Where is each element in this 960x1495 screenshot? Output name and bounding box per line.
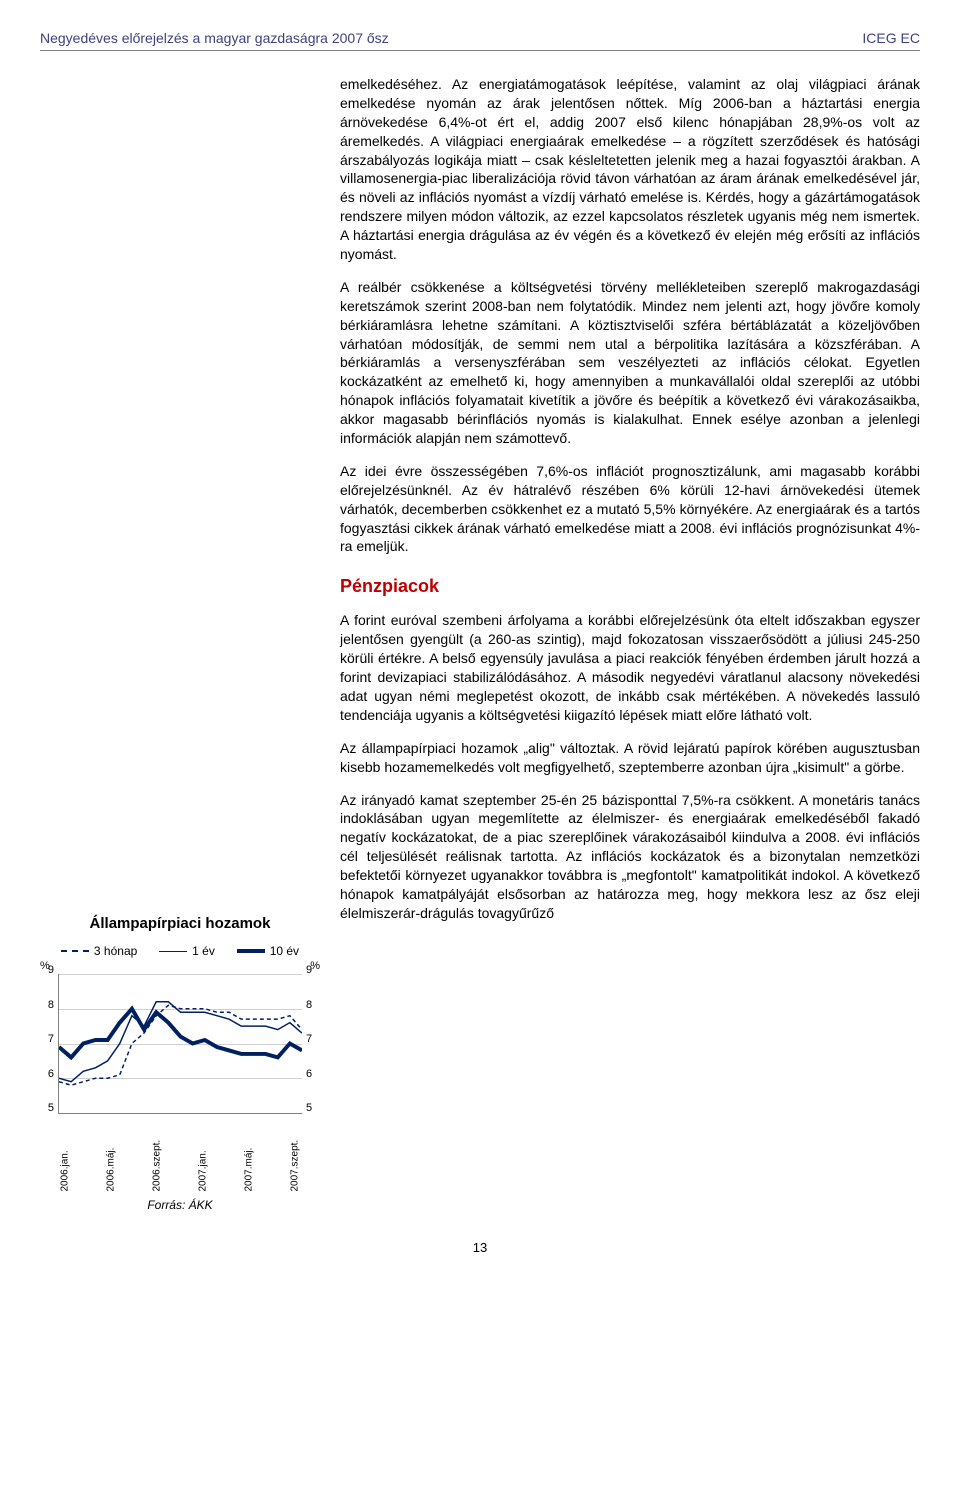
xtick: 2007.szept.: [290, 1178, 301, 1192]
xtick: 2007.jan.: [198, 1178, 209, 1192]
chart-area: % % 9 8 7 6 5 9 8 7 6 5: [40, 964, 320, 1134]
yield-chart: Állampapírpiaci hozamok 3 hónap 1 év 10 …: [40, 915, 320, 1212]
y-axis-left: 9 8 7 6 5: [40, 964, 54, 1114]
page-header: Negyedéves előrejelzés a magyar gazdaság…: [40, 30, 920, 51]
legend-label-1: 3 hónap: [94, 944, 137, 958]
main-column: emelkedéséhez. Az energiatámogatások leé…: [340, 75, 920, 1212]
xtick: 2006.máj.: [106, 1178, 117, 1192]
paragraph: Az állampapírpiaci hozamok „alig" változ…: [340, 739, 920, 777]
ytick: 5: [40, 1102, 54, 1114]
ytick: 6: [306, 1068, 320, 1080]
xtick: 2006.szept.: [152, 1178, 163, 1192]
chart-source: Forrás: ÁKK: [40, 1198, 320, 1212]
paragraph: emelkedéséhez. Az energiatámogatások leé…: [340, 75, 920, 264]
header-org: ICEG EC: [862, 30, 920, 46]
header-title: Negyedéves előrejelzés a magyar gazdaság…: [40, 30, 389, 46]
paragraph: Az irányadó kamat szeptember 25-én 25 bá…: [340, 791, 920, 923]
ytick: 9: [306, 964, 320, 976]
legend-label-2: 1 év: [192, 944, 215, 958]
y-axis-right: 9 8 7 6 5: [306, 964, 320, 1114]
ytick: 7: [40, 1033, 54, 1045]
xtick: 2007.máj.: [244, 1178, 255, 1192]
page-number: 13: [40, 1240, 920, 1255]
paragraph: Az idei évre összességében 7,6%-os inflá…: [340, 462, 920, 556]
legend-dash-icon: [61, 950, 89, 952]
paragraph: A reálbér csökkenése a költségvetési tör…: [340, 278, 920, 448]
legend-thick-icon: [237, 949, 265, 953]
ytick: 9: [40, 964, 54, 976]
ytick: 5: [306, 1102, 320, 1114]
x-axis: 2006.jan. 2006.máj. 2006.szept. 2007.jan…: [58, 1179, 302, 1190]
legend-thin-icon: [159, 951, 187, 952]
legend-10year: 10 év: [237, 944, 299, 958]
section-title: Pénzpiacok: [340, 576, 920, 597]
ytick: 8: [306, 999, 320, 1011]
legend-1year: 1 év: [159, 944, 215, 958]
xtick: 2006.jan.: [60, 1178, 71, 1192]
paragraph: A forint euróval szembeni árfolyama a ko…: [340, 611, 920, 724]
legend-3month: 3 hónap: [61, 944, 137, 958]
chart-lines: [59, 974, 302, 1113]
chart-title: Állampapírpiaci hozamok: [40, 915, 320, 932]
ytick: 7: [306, 1033, 320, 1045]
sidebar-column: Állampapírpiaci hozamok 3 hónap 1 év 10 …: [40, 75, 320, 1212]
legend-label-3: 10 év: [270, 944, 299, 958]
chart-legend: 3 hónap 1 év 10 év: [40, 944, 320, 958]
plot-area: [58, 974, 302, 1114]
ytick: 6: [40, 1068, 54, 1080]
ytick: 8: [40, 999, 54, 1011]
